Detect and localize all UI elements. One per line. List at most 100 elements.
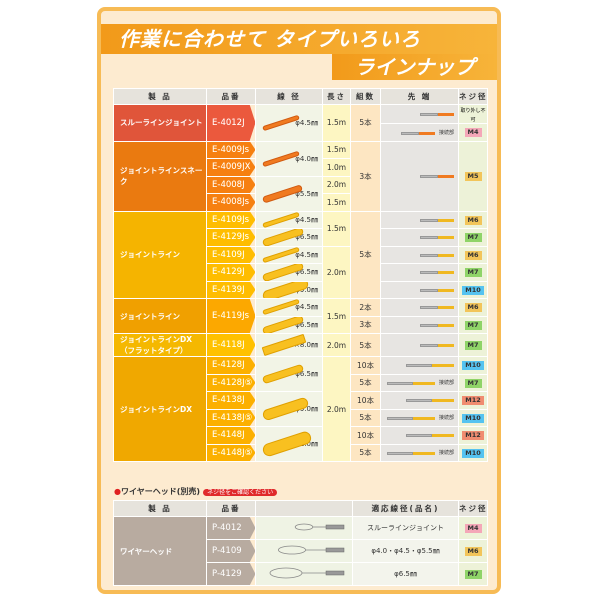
thread-badge: M10 <box>462 413 484 423</box>
tip-connector-icon <box>420 112 454 116</box>
product-name: スルーラインジョイント <box>113 104 207 142</box>
line-sample-icon <box>262 150 300 167</box>
wire-row: ワイヤーヘッド P-4012 スルーラインジョイント M4 <box>113 516 488 586</box>
table-row: E-4008J φ5.5㎜ 2.0m <box>114 175 488 212</box>
thread-cell: M10 <box>458 280 488 299</box>
table-row: ジョイントライン E-4119Js φ4.5㎜ 1.5m 2本 M6 <box>113 298 488 334</box>
wire-product-name: ワイヤーヘッド <box>113 516 207 586</box>
thread-badge: M10 <box>462 361 484 371</box>
part-number[interactable]: E-4109J <box>206 246 256 264</box>
table-row: φ6.5㎜ 3本 M7 <box>114 315 488 334</box>
thread-cell: M6 <box>458 210 488 229</box>
diameter-value: φ6.5㎜ <box>295 268 318 277</box>
tip-connector-icon <box>420 343 454 347</box>
tip-image <box>380 280 459 299</box>
wire-thread-cell: M4 <box>458 516 488 540</box>
tip-connector-icon <box>406 363 454 368</box>
thread-badge: M5 <box>464 172 482 181</box>
diameter-value: φ4.0㎜ <box>295 154 318 163</box>
wire-head-image <box>255 516 353 540</box>
table-row: E-4138J φ9.0㎜ 10本 M12 <box>114 391 488 427</box>
part-number[interactable]: E-4138J <box>206 391 256 409</box>
thread-badge: M7 <box>464 570 482 579</box>
diameter-cell: φ6.5㎜ <box>255 228 323 247</box>
wire-header-image <box>255 500 353 517</box>
table-row: E-4009JX 1.0m <box>114 158 488 177</box>
table-row: ジョイントライン E-4109Js φ4.5㎜ 1.5m 5本 M6 <box>113 210 488 299</box>
tip-connector-icon <box>406 433 454 438</box>
part-number[interactable]: E-4118J <box>206 333 256 357</box>
length-value: 1.5m <box>322 140 351 159</box>
wire-part-number[interactable]: P-4012 <box>206 516 256 540</box>
thread-check-note: ネジ径をご確認ください <box>203 489 278 496</box>
table-row: ジョイントラインDX（フラットタイプ） E-4118J 5.0×8.0㎜ 2.0m 5本… <box>113 333 488 357</box>
diameter-cell: φ5.5㎜ <box>255 175 323 212</box>
length-value: 1.5m <box>322 210 351 247</box>
diameter-value: φ9.0㎜ <box>295 405 318 413</box>
count-value: 2本 <box>350 298 381 317</box>
part-number[interactable]: E-4119Js <box>206 298 256 334</box>
thread-cell: M12 <box>458 391 488 410</box>
tip-image <box>380 228 459 247</box>
part-number[interactable]: E-4129J <box>206 263 256 281</box>
part-number[interactable]: E-4138J⑤ <box>206 409 256 427</box>
part-number[interactable]: E-4139J <box>206 281 256 299</box>
tip-image <box>380 245 459 264</box>
wire-part-number[interactable]: P-4129 <box>206 562 256 586</box>
wire-header-thread: ネジ径 <box>458 500 488 517</box>
header-product: 製 品 <box>113 88 207 105</box>
count-value: 10本 <box>350 426 381 445</box>
lineup-table: 製 品 品番 線 径 長さ 組数 先 端 ネジ径 スルーラインジョイント E-40… <box>113 88 488 462</box>
tip-image <box>380 333 459 357</box>
table-row: E-4129J φ6.5㎜ M7 <box>114 263 488 282</box>
diameter-cell: φ9.0㎜ <box>255 280 323 299</box>
part-number[interactable]: E-4148J⑤ <box>206 444 256 462</box>
tip-image <box>380 140 459 212</box>
diameter-value: φ4.5㎜ <box>295 215 318 224</box>
part-number[interactable]: E-4128J⑤ <box>206 374 256 392</box>
diameter-value: φ6.5㎜ <box>295 370 318 378</box>
part-number[interactable]: E-4109Js <box>206 211 256 229</box>
tip-connector-icon <box>420 235 454 240</box>
connection-label: 接続部 <box>438 450 454 457</box>
table-row: ジョイントラインDX E-4128J φ6.5㎜ 2.0m 10本 M10 <box>113 356 488 462</box>
tip-connector-icon <box>387 451 435 456</box>
thread-cell: M7 <box>458 228 488 247</box>
part-number[interactable]: E-4148J <box>206 426 256 444</box>
connection-label: 接続部 <box>438 129 454 136</box>
part-number[interactable]: E-4009Js <box>206 141 256 159</box>
thread-cell: M7 <box>458 333 488 357</box>
part-number[interactable]: E-4008J <box>206 176 256 194</box>
thread-cell: M7 <box>458 373 488 392</box>
count-value: 5本 <box>350 408 381 427</box>
header-thread: ネジ径 <box>458 88 488 105</box>
part-number[interactable]: E-4008Js <box>206 193 256 211</box>
wire-thread-cell: M6 <box>458 539 488 563</box>
part-number[interactable]: E-4128J <box>206 356 256 374</box>
tip-image: 接続部 <box>380 408 459 427</box>
thread-badge: M7 <box>464 341 482 350</box>
part-number[interactable]: E-4129Js <box>206 228 256 246</box>
thread-cell: M7 <box>458 263 488 282</box>
tip-image: 接続部 <box>380 123 459 142</box>
tip-image <box>380 426 459 445</box>
connection-label: 接続部 <box>438 415 454 422</box>
part-number[interactable]: E-4009JX <box>206 158 256 176</box>
line-sample-icon <box>262 246 300 263</box>
tip-image <box>380 391 459 410</box>
line-sample-icon <box>262 211 300 228</box>
diameter-value: φ4.5㎜ <box>295 118 318 127</box>
wire-head-image <box>255 562 353 586</box>
line-sample-icon <box>261 396 310 422</box>
table-row: E-4129Js φ6.5㎜ M7 <box>114 228 488 247</box>
thread-cell: M10 <box>458 408 488 427</box>
wire-part-number[interactable]: P-4109 <box>206 539 256 563</box>
diameter-cell: φ6.5㎜ <box>255 263 323 282</box>
tip-image <box>380 356 459 375</box>
table-row: ジョイントラインスネーク E-4009Js φ4.0㎜ 1.5m 3本 M5 <box>113 140 488 212</box>
tip-connector-icon <box>420 218 454 222</box>
part-number[interactable]: E-4012J <box>206 104 256 141</box>
count-value: 5本 <box>350 210 381 299</box>
wire-header-fit: 適応線径(品名) <box>352 500 459 517</box>
thread-badge: M6 <box>464 250 482 260</box>
